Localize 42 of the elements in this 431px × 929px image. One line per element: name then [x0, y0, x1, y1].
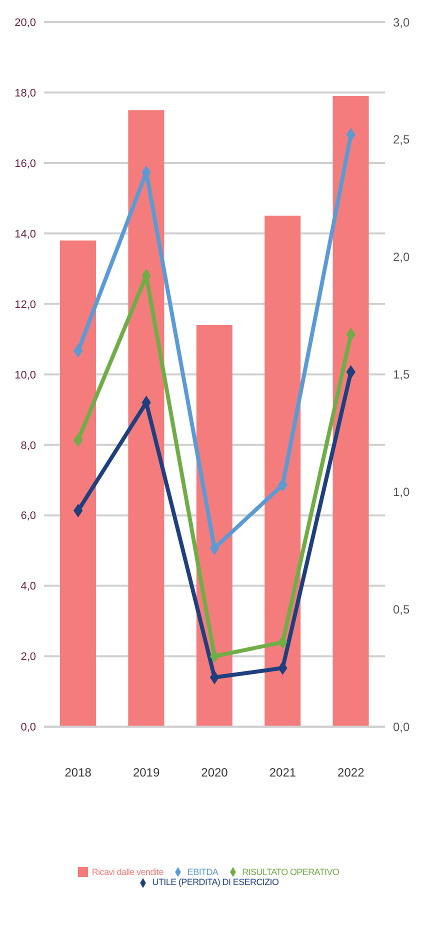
y-tick-label: 12,0 [14, 298, 36, 311]
bar [60, 240, 96, 727]
y-tick-label: 2,0 [20, 651, 36, 664]
y-tick-label: 16,0 [14, 158, 36, 170]
point [278, 662, 288, 675]
legend-label: RISULTATO OPERATIVO [242, 866, 340, 877]
y2-tick-label: 1,0 [393, 485, 410, 500]
x-tick-label: 2018 [64, 765, 92, 780]
point [74, 344, 83, 358]
point [74, 434, 83, 447]
y-tick-label: 4,0 [20, 580, 36, 593]
y-tick-label: 18,0 [14, 87, 36, 100]
legend-label: UTILE (PERDITA) DI ESERCIZIO [152, 877, 279, 888]
y-tick-label: 0,0 [20, 722, 36, 734]
point [278, 478, 288, 492]
x-tick-label: 2019 [132, 765, 160, 780]
y-tick-label: 8,0 [20, 440, 36, 452]
y2-tick-label: 3,0 [393, 15, 410, 30]
point [346, 128, 356, 142]
bar [264, 216, 301, 727]
bar [128, 110, 164, 727]
point [74, 504, 83, 518]
y2-tick-label: 0,5 [393, 602, 410, 617]
y-tick-label: 10,0 [14, 369, 36, 382]
bar [332, 96, 369, 727]
y-tick-label: 20,0 [14, 16, 36, 29]
x-tick-label: 2021 [269, 765, 296, 780]
bar [196, 325, 232, 727]
point [346, 366, 356, 379]
point [142, 396, 151, 410]
x-tick-label: 2022 [338, 765, 365, 780]
y-tick-label: 14,0 [14, 228, 36, 240]
legend-label: Ricavi dalle vendite [92, 866, 164, 877]
point [346, 328, 356, 341]
x-tick-label: 2020 [201, 765, 228, 780]
point [278, 636, 288, 649]
y2-tick-label: 2,0 [393, 250, 410, 264]
y2-tick-label: 2,5 [393, 132, 410, 147]
legend-label: EBITDA [187, 866, 218, 877]
y-tick-label: 6,0 [20, 510, 36, 522]
y2-tick-label: 0,0 [393, 720, 410, 734]
y2-tick-label: 1,5 [393, 368, 410, 382]
